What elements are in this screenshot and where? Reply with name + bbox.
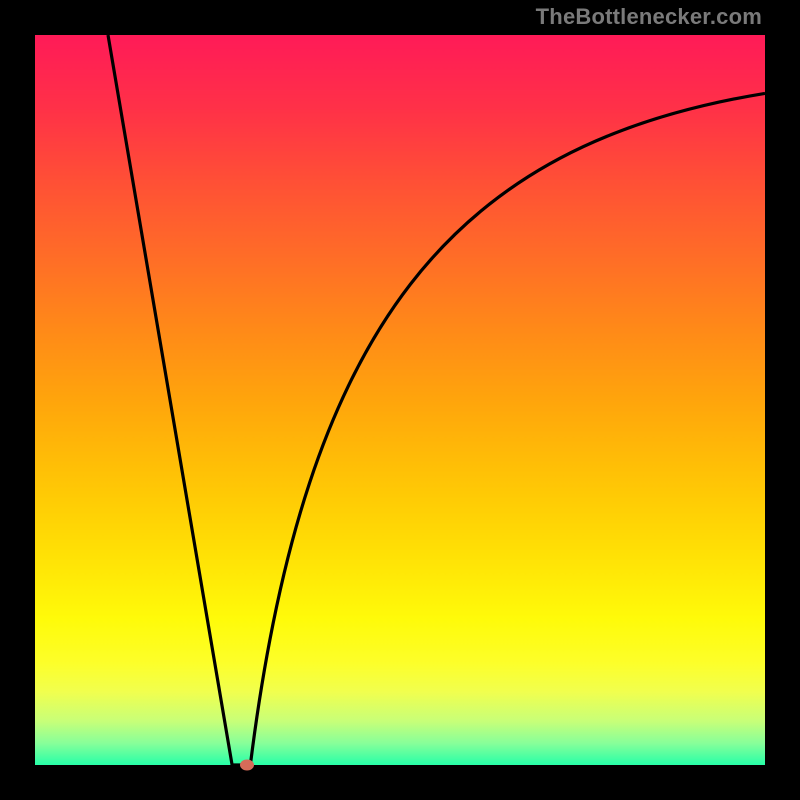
watermark-text: TheBottlenecker.com	[536, 4, 762, 30]
chart-container: TheBottlenecker.com	[0, 0, 800, 800]
bottleneck-marker	[240, 760, 254, 771]
plot-gradient-background	[35, 35, 765, 765]
